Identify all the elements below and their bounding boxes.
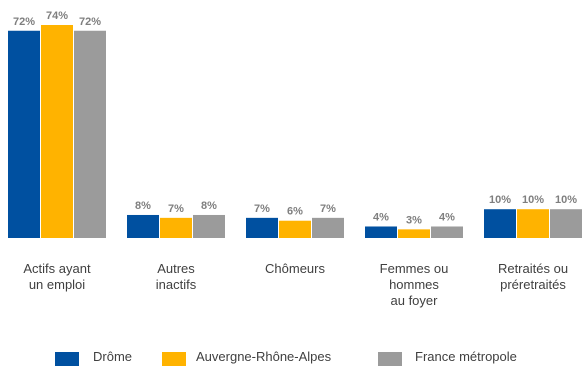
bar-2-1 xyxy=(193,214,225,238)
value-label-1-1: 7% xyxy=(168,203,184,215)
category-label-0: Actifs ayant un emploi xyxy=(23,261,91,292)
bar-1-4 xyxy=(517,209,549,238)
legend-label-1: Auvergne-Rhône-Alpes xyxy=(196,349,332,364)
value-labels-layer: 72% 74% 72% 8% 7% 8% 7% 6% 7% 4% 3% 4% 10% 10% 10% xyxy=(13,10,577,226)
bar-2-3 xyxy=(431,226,463,238)
bar-1-3 xyxy=(398,229,430,238)
value-label-0-4: 10% xyxy=(489,194,511,206)
value-label-1-3: 3% xyxy=(406,214,422,226)
legend-swatch-1 xyxy=(162,352,186,366)
value-label-0-3: 4% xyxy=(373,211,389,223)
legend-swatch-2 xyxy=(378,352,402,366)
category-label-2: Chômeurs xyxy=(265,261,325,276)
legend: Drôme Auvergne-Rhône-Alpes France métropol… xyxy=(55,349,517,366)
bar-2-2 xyxy=(312,217,344,238)
bar-0-2 xyxy=(246,217,278,238)
value-label-1-4: 10% xyxy=(522,194,544,206)
value-label-2-0: 72% xyxy=(79,16,101,28)
value-label-0-2: 7% xyxy=(254,203,270,215)
category-label-4: Retraités ou préretraités xyxy=(498,261,568,292)
legend-label-2: France métropole xyxy=(415,349,517,364)
bar-0-4 xyxy=(484,209,516,238)
bar-2-0 xyxy=(74,30,106,238)
bar-1-1 xyxy=(160,217,192,238)
category-label-1: Autres inactifs xyxy=(156,261,197,292)
value-label-1-0: 74% xyxy=(46,10,68,22)
value-label-1-2: 6% xyxy=(287,206,303,218)
category-label-3: Femmes ou hommes au foyer xyxy=(380,261,449,308)
value-label-2-3: 4% xyxy=(439,211,455,223)
bar-2-4 xyxy=(550,209,582,238)
legend-swatch-0 xyxy=(55,352,79,366)
bars-layer xyxy=(8,25,582,238)
bar-1-0 xyxy=(41,25,73,238)
bar-0-3 xyxy=(365,226,397,238)
bar-0-0 xyxy=(8,30,40,238)
value-label-0-0: 72% xyxy=(13,16,35,28)
value-label-2-1: 8% xyxy=(201,200,217,212)
legend-label-0: Drôme xyxy=(93,349,132,364)
bar-1-2 xyxy=(279,220,311,238)
value-label-0-1: 8% xyxy=(135,200,151,212)
bar-0-1 xyxy=(127,214,159,238)
value-label-2-4: 10% xyxy=(555,194,577,206)
category-labels-layer: Actifs ayant un emploi Autres inactifs Chôme… xyxy=(23,261,568,308)
value-label-2-2: 7% xyxy=(320,203,336,215)
